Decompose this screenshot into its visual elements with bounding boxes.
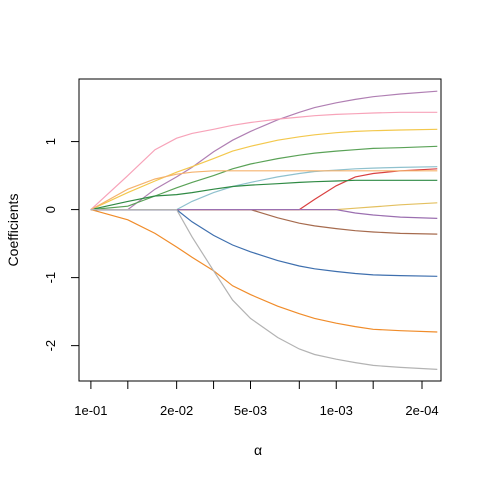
series-line-13 — [90, 209, 438, 333]
x-tick-label-5: 2e-04 — [405, 403, 438, 418]
series-line-1 — [90, 90, 438, 211]
series-line-14 — [90, 209, 438, 370]
x-tick-label-4: 1e-03 — [320, 403, 353, 418]
x-tick-label-1: 1e-01 — [74, 403, 107, 418]
y-axis-title: Coefficients — [5, 194, 21, 267]
series-line-5 — [90, 166, 438, 211]
series-line-9 — [90, 202, 438, 211]
series-line-12 — [90, 209, 438, 277]
x-axis: 1e-01 2e-02 5e-03 1e-03 2e-04 — [74, 380, 439, 418]
y-tick-label-2: -1 — [43, 272, 58, 284]
y-tick-label-4: 1 — [43, 138, 58, 145]
x-axis-title: α — [254, 442, 262, 458]
x-tick-label-3: 5e-03 — [234, 403, 267, 418]
y-tick-label-1: -2 — [43, 340, 58, 352]
series-line-10 — [90, 209, 438, 235]
series-line-8 — [90, 170, 438, 211]
series-line-2 — [90, 111, 438, 211]
x-tick-label-2: 2e-02 — [160, 403, 193, 418]
series-line-6 — [90, 168, 438, 211]
y-tick-label-3: 0 — [43, 206, 58, 213]
series-layer — [90, 90, 438, 370]
y-axis: -2 -1 0 1 — [43, 138, 80, 352]
series-line-4 — [90, 145, 438, 211]
plot-box — [78, 78, 442, 382]
series-line-7 — [90, 179, 438, 211]
